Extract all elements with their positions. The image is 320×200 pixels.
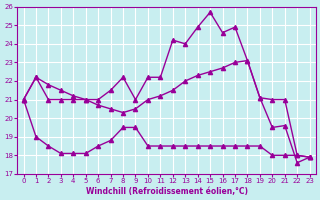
X-axis label: Windchill (Refroidissement éolien,°C): Windchill (Refroidissement éolien,°C)	[85, 187, 248, 196]
